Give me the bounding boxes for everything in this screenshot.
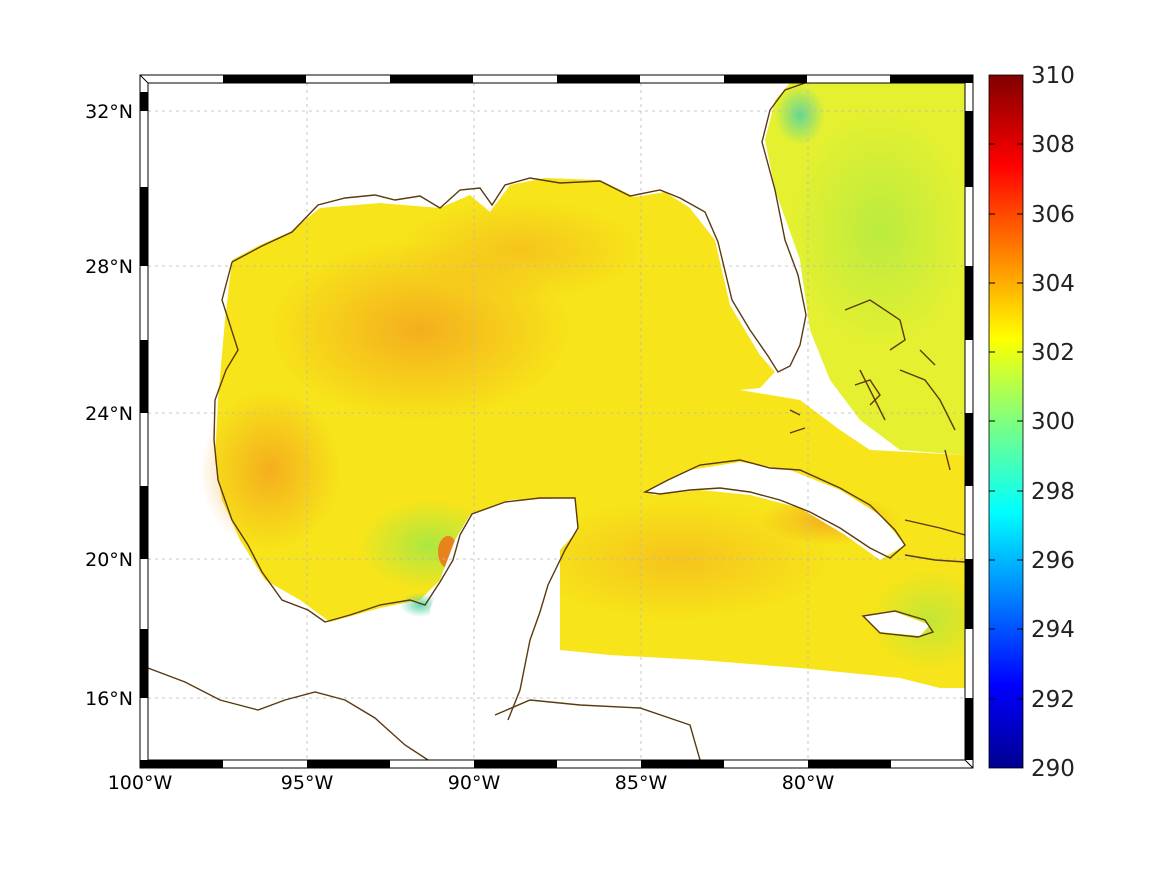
colorbar-tick-label: 306 <box>1031 202 1075 228</box>
colorbar-tick-label: 292 <box>1031 687 1075 713</box>
coastline-jamaica <box>861 610 935 638</box>
land-jamaica <box>863 612 930 636</box>
lon-label: 85°W <box>615 772 668 794</box>
lon-label: 80°W <box>782 772 835 794</box>
lat-label: 32°N <box>85 101 133 123</box>
colorbar-tick-label: 304 <box>1031 271 1075 297</box>
sst-teal-yucatan <box>400 593 440 617</box>
lat-label: 24°N <box>85 403 133 425</box>
sst-green-east <box>870 570 965 670</box>
colorbar-tick-label: 302 <box>1031 340 1075 366</box>
lat-label: 20°N <box>85 549 133 571</box>
gridlines <box>148 83 965 760</box>
sst-warm-north <box>400 200 640 300</box>
sst-warm-west <box>200 390 340 550</box>
colorbar-tick-label: 290 <box>1031 756 1075 782</box>
land-central-america <box>148 670 430 760</box>
colorbar-tick-label: 294 <box>1031 617 1075 643</box>
coastline-gulf <box>231 83 807 373</box>
land-yucatan <box>430 498 578 760</box>
colorbar: 310 308 306 304 302 300 298 296 294 292 … <box>988 63 1075 782</box>
colorbar-ticks <box>989 143 1023 700</box>
sst-green-atlantic <box>790 110 965 350</box>
coastline-hispaniola <box>904 519 965 563</box>
map-frame <box>139 74 974 769</box>
coastlines <box>148 83 965 760</box>
longitude-labels: 100°W 95°W 90°W 85°W 80°W <box>108 772 835 794</box>
latitude-labels: 32°N 28°N 24°N 20°N 16°N <box>85 101 133 710</box>
lat-label: 16°N <box>85 688 133 710</box>
land-cuba <box>645 462 905 560</box>
colorbar-tick-label: 308 <box>1031 132 1075 158</box>
lon-label: 95°W <box>281 772 334 794</box>
colorbar-tick-label: 298 <box>1031 479 1075 505</box>
colorbar-tick-label: 300 <box>1031 409 1075 435</box>
lon-label: 90°W <box>448 772 501 794</box>
coastline-central-america <box>148 667 429 760</box>
lon-label: 100°W <box>108 772 173 794</box>
colorbar-tick-label: 310 <box>1031 63 1075 89</box>
coastline-cuba <box>642 459 906 559</box>
land-florida <box>690 83 805 372</box>
colorbar-tick-label: 296 <box>1031 548 1075 574</box>
coastline-atlantic-islands <box>789 379 951 471</box>
coastline-honduras <box>494 699 701 760</box>
coastline-mexico <box>213 261 579 721</box>
lat-label: 28°N <box>85 256 133 278</box>
sst-teal-gacoast <box>775 85 825 145</box>
sst-warm-caribbean <box>530 500 830 620</box>
